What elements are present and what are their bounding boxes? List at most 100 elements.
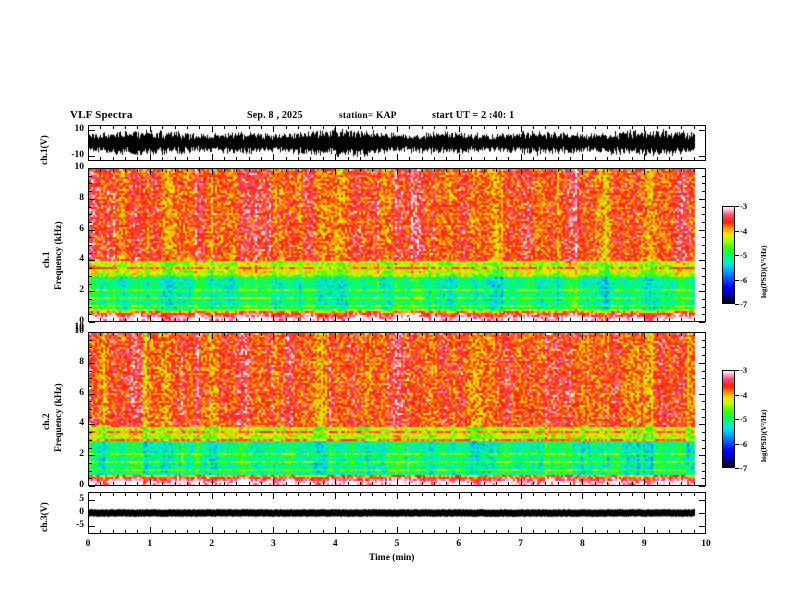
x-tick — [323, 169, 324, 172]
x-tick — [471, 169, 472, 172]
x-tick — [100, 482, 101, 485]
x-tick — [484, 333, 485, 336]
x-tick — [310, 482, 311, 485]
y-minor-tick — [702, 432, 705, 433]
ch2-spec-y-tick — [89, 363, 95, 364]
y-minor-tick — [89, 237, 92, 238]
ch2-spec-y-tick — [89, 332, 95, 333]
x-tick — [385, 530, 386, 533]
x-tick — [595, 157, 596, 160]
y-minor-tick — [89, 214, 92, 215]
x-tick — [372, 530, 373, 533]
colorbar-tick-label: -3 — [740, 365, 748, 375]
plot-title: VLF Spectra — [70, 109, 133, 121]
x-tick — [323, 493, 324, 496]
x-tick — [657, 333, 658, 336]
x-tick — [150, 333, 151, 339]
x-tick — [236, 482, 237, 485]
x-tick — [224, 333, 225, 336]
x-tick — [533, 126, 534, 129]
y-minor-tick — [702, 276, 705, 277]
x-tick — [199, 169, 200, 172]
x-tick — [459, 493, 460, 499]
y-minor-tick — [702, 284, 705, 285]
y-minor-tick — [89, 253, 92, 254]
y-minor-tick — [89, 463, 92, 464]
x-tick — [162, 333, 163, 336]
x-tick — [619, 318, 620, 321]
x-tick — [545, 318, 546, 321]
x-tick — [669, 169, 670, 172]
x-tick — [681, 318, 682, 321]
x-tick — [212, 315, 213, 321]
x-tick — [644, 493, 645, 499]
x-tick — [484, 169, 485, 172]
colorbar-tick-label: -5 — [740, 414, 748, 424]
x-tick — [533, 493, 534, 496]
x-tick — [607, 493, 608, 496]
x-tick — [137, 482, 138, 485]
x-tick — [446, 530, 447, 533]
x-tick — [261, 530, 262, 533]
x-tick — [125, 126, 126, 129]
x-tick — [409, 482, 410, 485]
x-tick — [323, 482, 324, 485]
x-tick — [446, 333, 447, 336]
x-tick — [471, 318, 472, 321]
x-tick — [459, 169, 460, 175]
x-tick — [446, 157, 447, 160]
x-tick — [175, 333, 176, 336]
x-tick — [199, 126, 200, 129]
y-minor-tick — [89, 276, 92, 277]
x-tick — [125, 157, 126, 160]
x-tick — [286, 318, 287, 321]
ch1-spec-y-tick — [699, 230, 705, 231]
x-tick — [632, 318, 633, 321]
x-tick — [409, 318, 410, 321]
x-tick — [558, 126, 559, 129]
x-tick — [434, 482, 435, 485]
x-tick — [162, 493, 163, 496]
start-ut-label: start UT = 2 :40: 1 — [432, 110, 515, 121]
colorbar-ch2-label: log(PSD)(V²/Hz) — [759, 409, 768, 462]
x-tick — [657, 157, 658, 160]
x-tick — [224, 157, 225, 160]
x-tick — [224, 169, 225, 172]
y-minor-tick — [89, 371, 92, 372]
y-minor-tick — [89, 299, 92, 300]
x-tick — [298, 333, 299, 336]
x-tick — [582, 154, 583, 160]
x-tick — [348, 169, 349, 172]
x-tick — [521, 169, 522, 175]
x-tick — [434, 530, 435, 533]
x-tick — [150, 169, 151, 175]
x-tick — [310, 169, 311, 172]
ch1-spec-y-tick — [89, 291, 95, 292]
ch3-wave-y-tick — [89, 500, 95, 501]
x-tick — [582, 479, 583, 485]
x-tick — [607, 318, 608, 321]
x-tick-label: 9 — [641, 539, 647, 549]
x-tick — [657, 126, 658, 129]
y-minor-tick — [89, 222, 92, 223]
x-tick — [335, 169, 336, 175]
x-tick — [681, 126, 682, 129]
x-tick — [582, 493, 583, 499]
x-tick — [286, 493, 287, 496]
x-tick — [533, 530, 534, 533]
ch2-spec-y-tick — [699, 363, 705, 364]
y-minor-tick — [89, 207, 92, 208]
x-tick — [348, 530, 349, 533]
ch1-spec-y-tick — [699, 291, 705, 292]
x-tick — [558, 530, 559, 533]
x-tick — [397, 333, 398, 339]
x-tick — [348, 318, 349, 321]
x-tick — [669, 493, 670, 496]
x-tick — [224, 318, 225, 321]
x-tick — [236, 493, 237, 496]
ch1-spec-y-tick-label: 8 — [79, 193, 84, 203]
x-tick — [310, 318, 311, 321]
y-minor-tick — [702, 314, 705, 315]
x-tick — [385, 157, 386, 160]
x-tick — [681, 530, 682, 533]
